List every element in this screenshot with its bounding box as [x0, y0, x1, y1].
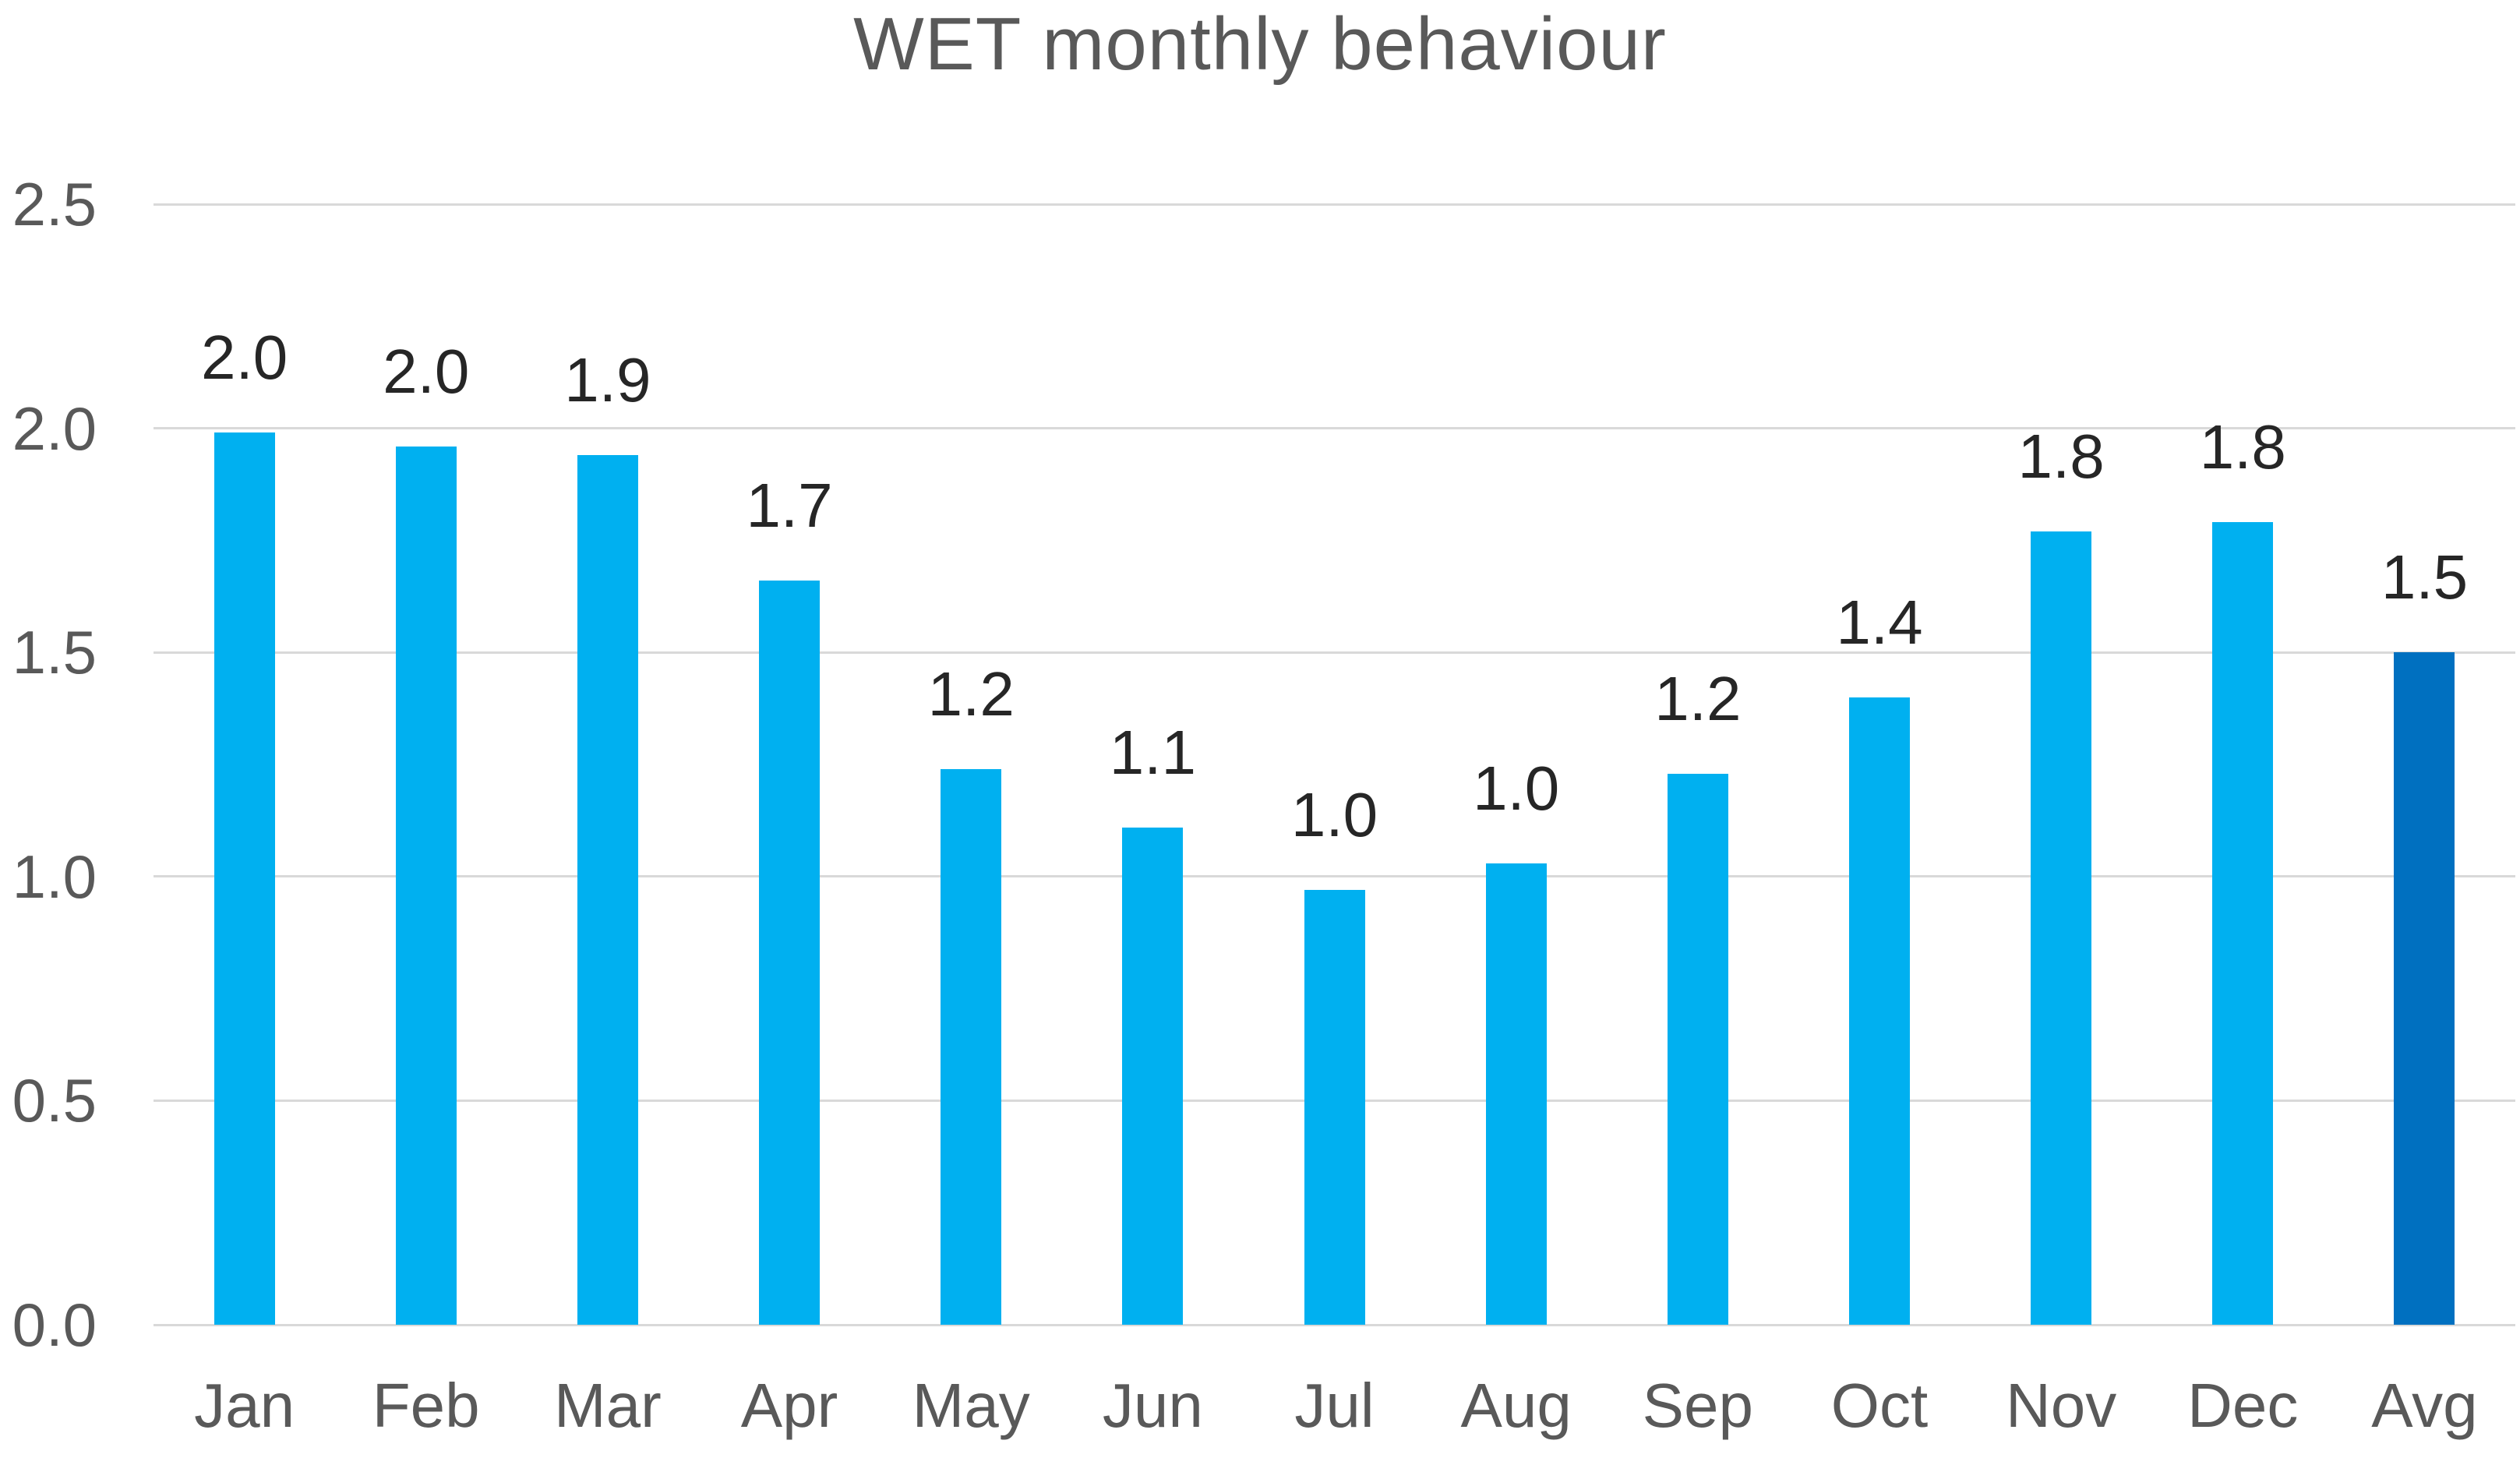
bar-group-avg: 1.5 Avg — [2334, 204, 2515, 1437]
gridline-1.5 — [154, 651, 2515, 654]
gridline-1.0 — [154, 875, 2515, 878]
bar-group-apr: 1.7 Apr — [698, 204, 880, 1437]
x-axis-label-jan: Jan — [194, 1371, 295, 1440]
y-axis-tick-label: 0.5 — [12, 1066, 97, 1135]
bar-value-label-may: 1.2 — [927, 658, 1015, 729]
y-axis-tick-label: 2.0 — [12, 394, 97, 463]
bar-dec — [2212, 522, 2274, 1325]
bar-jul — [1304, 890, 1365, 1325]
x-axis-label-jun: Jun — [1102, 1371, 1203, 1440]
bar-group-dec: 1.8 Dec — [2152, 204, 2334, 1437]
bar-mar — [577, 455, 638, 1325]
bar-value-label-jun: 1.1 — [1109, 717, 1196, 787]
bar-may — [941, 768, 1002, 1325]
y-axis-tick-label: 2.5 — [12, 170, 97, 238]
bar-group-feb: 2.0 Feb — [335, 204, 517, 1436]
bar-nov — [2031, 531, 2092, 1325]
bar-oct — [1848, 697, 1910, 1325]
y-axis-tick-label: 1.0 — [12, 842, 97, 911]
bar-value-label-dec: 1.8 — [2199, 412, 2286, 482]
bar-value-label-feb: 2.0 — [383, 336, 470, 406]
bar-sep — [1667, 773, 1728, 1325]
x-axis-label-may: May — [912, 1371, 1030, 1440]
bar-group-oct: 1.4 Oct — [1788, 204, 1970, 1436]
gridline-2.5 — [154, 203, 2515, 206]
x-axis-label-avg: Avg — [2371, 1371, 2478, 1440]
bar-feb — [395, 446, 457, 1325]
bar-series: 2.0 Jan 2.0 Feb 1.9 Mar 1.7 Apr 1.2 May 1.1 Jun 1.0 J… — [154, 204, 2515, 1437]
bar-group-aug: 1.0 Aug — [1425, 204, 1607, 1436]
y-axis-tick-label: 0.0 — [12, 1290, 97, 1359]
bar-value-label-apr: 1.7 — [746, 471, 833, 541]
bar-group-jul: 1.0 Jul — [1244, 204, 1425, 1437]
plot-area: 0.0 0.5 1.0 1.5 2.0 2.5 2.0 Jan 2.0 Feb 1.9 Mar 1.7 A… — [12, 173, 2515, 1437]
bar-value-label-jan: 2.0 — [200, 323, 288, 393]
bar-value-label-oct: 1.4 — [1836, 587, 1923, 657]
x-axis-label-apr: Apr — [740, 1371, 838, 1440]
x-axis-label-aug: Aug — [1460, 1371, 1572, 1440]
chart-title: WET monthly behaviour — [853, 2, 1667, 86]
bar-jun — [1122, 827, 1184, 1325]
bar-aug — [1485, 863, 1547, 1325]
bar-value-label-jul: 1.0 — [1290, 780, 1378, 850]
bar-value-label-aug: 1.0 — [1473, 753, 1560, 823]
bar-apr — [759, 581, 821, 1325]
x-axis-label-oct: Oct — [1830, 1371, 1929, 1440]
bar-group-nov: 1.8 Nov — [1971, 204, 2152, 1436]
bar-value-label-sep: 1.2 — [1654, 663, 1742, 733]
x-axis-label-sep: Sep — [1642, 1371, 1753, 1440]
gridline-2.0 — [154, 427, 2515, 430]
bar-value-label-nov: 1.8 — [2017, 421, 2105, 491]
x-axis-label-mar: Mar — [554, 1371, 662, 1440]
bar-value-label-mar: 1.9 — [564, 345, 651, 415]
bar-group-sep: 1.2 Sep — [1607, 204, 1788, 1436]
bar-group-jun: 1.1 Jun — [1062, 204, 1244, 1436]
bar-avg — [2394, 652, 2455, 1325]
x-axis-label-jul: Jul — [1294, 1371, 1375, 1440]
x-axis-label-nov: Nov — [2006, 1371, 2117, 1440]
bar-jan — [214, 432, 275, 1325]
bar-group-jan: 2.0 Jan — [154, 204, 335, 1437]
x-axis-label-feb: Feb — [372, 1371, 480, 1440]
y-axis-tick-label: 1.5 — [12, 618, 97, 687]
bar-group-may: 1.2 May — [881, 204, 1062, 1436]
gridline-0.0 — [154, 1323, 2515, 1326]
x-axis-label-dec: Dec — [2187, 1371, 2299, 1440]
bar-group-mar: 1.9 Mar — [517, 204, 698, 1437]
bar-value-label-avg: 1.5 — [2381, 542, 2469, 612]
